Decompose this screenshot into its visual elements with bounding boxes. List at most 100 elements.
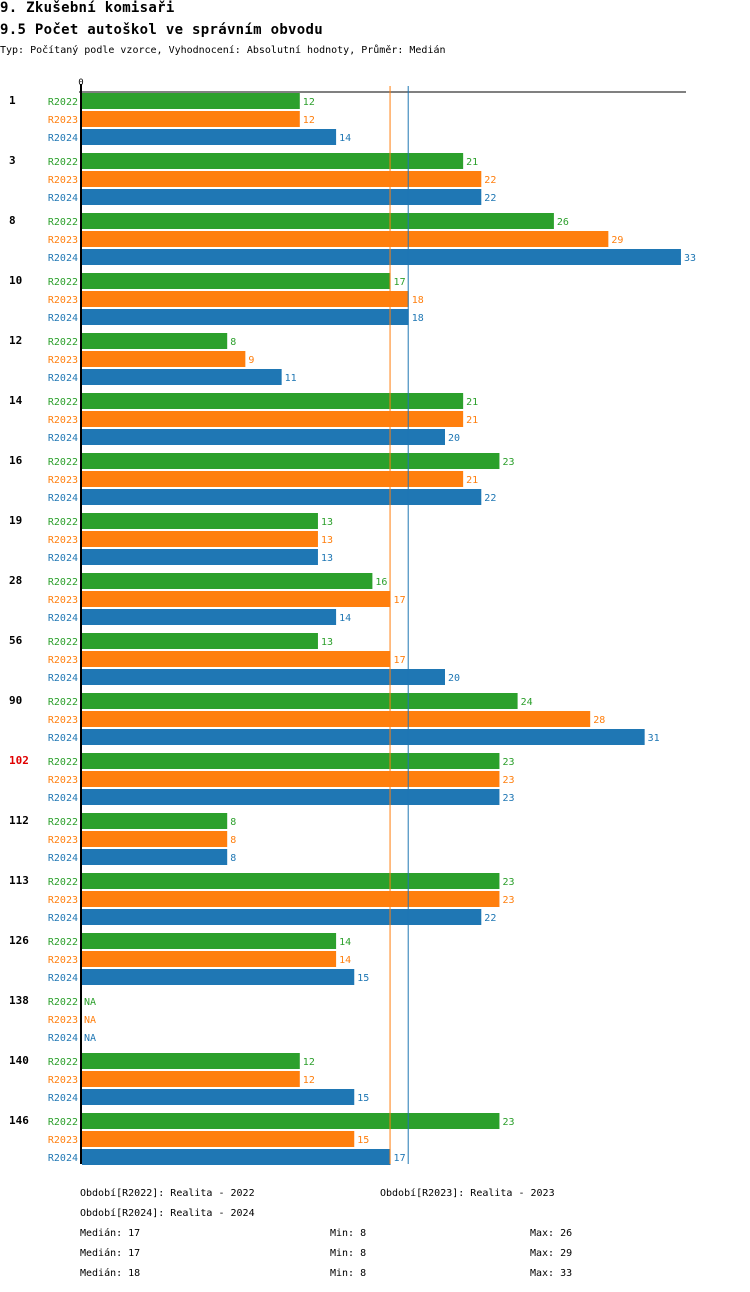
bar <box>82 471 464 487</box>
category-label: 112 <box>9 814 29 827</box>
category-label: 3 <box>9 154 16 167</box>
bar <box>82 753 500 769</box>
series-label: R2024 <box>48 733 78 744</box>
series-label: R2022 <box>48 637 78 648</box>
bar <box>82 909 482 925</box>
data-label: 21 <box>466 397 478 408</box>
series-label: R2023 <box>48 535 78 546</box>
category-label: 8 <box>9 214 16 227</box>
data-label: 15 <box>357 1093 369 1104</box>
data-label: 22 <box>484 913 496 924</box>
data-label: 17 <box>394 277 406 288</box>
legend-r2022: Období[R2022]: Realita - 2022 <box>80 1188 255 1199</box>
bar <box>82 489 482 505</box>
na-label: NA <box>84 997 96 1008</box>
data-label: 23 <box>502 775 514 786</box>
bar <box>82 333 228 349</box>
data-label: 23 <box>502 793 514 804</box>
bar <box>82 1149 391 1165</box>
bar <box>82 933 337 949</box>
series-label: R2022 <box>48 577 78 588</box>
stat-median-r2023: Medián: 17 <box>80 1248 141 1259</box>
bar <box>82 1113 500 1129</box>
stat-min-r2023: Min: 8 <box>330 1248 367 1259</box>
bar <box>82 951 337 967</box>
x-tick-label: 0 <box>78 78 83 88</box>
series-label: R2022 <box>48 877 78 888</box>
series-label: R2024 <box>48 613 78 624</box>
data-label: 8 <box>230 817 236 828</box>
series-label: R2024 <box>48 133 78 144</box>
bar <box>82 693 518 709</box>
series-label: R2023 <box>48 715 78 726</box>
category-label: 1 <box>9 94 16 107</box>
series-label: R2024 <box>48 913 78 924</box>
data-label: 18 <box>412 313 424 324</box>
data-label: 8 <box>230 835 236 846</box>
data-label: 12 <box>303 97 315 108</box>
data-label: 11 <box>285 373 297 384</box>
data-label: 13 <box>321 517 333 528</box>
bar <box>82 891 500 907</box>
data-label: 23 <box>502 757 514 768</box>
data-label: 17 <box>394 1153 406 1164</box>
data-label: 21 <box>466 415 478 426</box>
series-label: R2022 <box>48 937 78 948</box>
data-label: 9 <box>248 355 254 366</box>
series-label: R2023 <box>48 895 78 906</box>
series-label: R2022 <box>48 397 78 408</box>
stat-median-r2022: Medián: 17 <box>80 1228 141 1239</box>
series-label: R2022 <box>48 337 78 348</box>
series-label: R2024 <box>48 973 78 984</box>
series-label: R2023 <box>48 415 78 426</box>
data-label: 17 <box>394 655 406 666</box>
bar <box>82 189 482 205</box>
series-label: R2023 <box>48 835 78 846</box>
series-label: R2024 <box>48 1153 78 1164</box>
stat-median-r2024: Medián: 18 <box>80 1268 141 1279</box>
series-label: R2022 <box>48 277 78 288</box>
stat-min-r2024: Min: 8 <box>330 1268 367 1279</box>
category-label: 146 <box>9 1114 29 1127</box>
bar <box>82 111 300 127</box>
bar <box>82 291 409 307</box>
data-label: 22 <box>484 493 496 504</box>
data-label: 18 <box>412 295 424 306</box>
chart-subtitle: Typ: Počítaný podle vzorce, Vyhodnocení:… <box>0 45 446 56</box>
bar <box>82 273 391 289</box>
series-label: R2023 <box>48 175 78 186</box>
bar <box>82 711 591 727</box>
bar <box>82 531 318 547</box>
category-label: 140 <box>9 1054 29 1067</box>
series-label: R2024 <box>48 793 78 804</box>
data-label: 14 <box>339 937 351 948</box>
chart-title: 9.5 Počet autoškol ve správním obvodu <box>0 22 323 38</box>
category-label: 138 <box>9 994 29 1007</box>
bar <box>82 591 391 607</box>
data-label: 24 <box>521 697 533 708</box>
data-label: 20 <box>448 433 460 444</box>
bar <box>82 411 464 427</box>
stat-max-r2023: Max: 29 <box>530 1248 573 1259</box>
series-label: R2024 <box>48 1093 78 1104</box>
bar <box>82 1071 300 1087</box>
series-label: R2023 <box>48 955 78 966</box>
series-label: R2024 <box>48 313 78 324</box>
series-label: R2024 <box>48 553 78 564</box>
bar <box>82 393 464 409</box>
category-label: 10 <box>9 274 22 287</box>
na-label: NA <box>84 1033 96 1044</box>
series-label: R2022 <box>48 757 78 768</box>
data-label: 13 <box>321 553 333 564</box>
stat-max-r2022: Max: 26 <box>530 1228 573 1239</box>
data-label: 21 <box>466 475 478 486</box>
series-label: R2024 <box>48 493 78 504</box>
data-label: 28 <box>593 715 605 726</box>
data-label: 13 <box>321 637 333 648</box>
bar <box>82 549 318 565</box>
data-label: 23 <box>502 877 514 888</box>
bar <box>82 573 373 589</box>
data-label: 20 <box>448 673 460 684</box>
data-label: 8 <box>230 853 236 864</box>
category-label: 90 <box>9 694 22 707</box>
